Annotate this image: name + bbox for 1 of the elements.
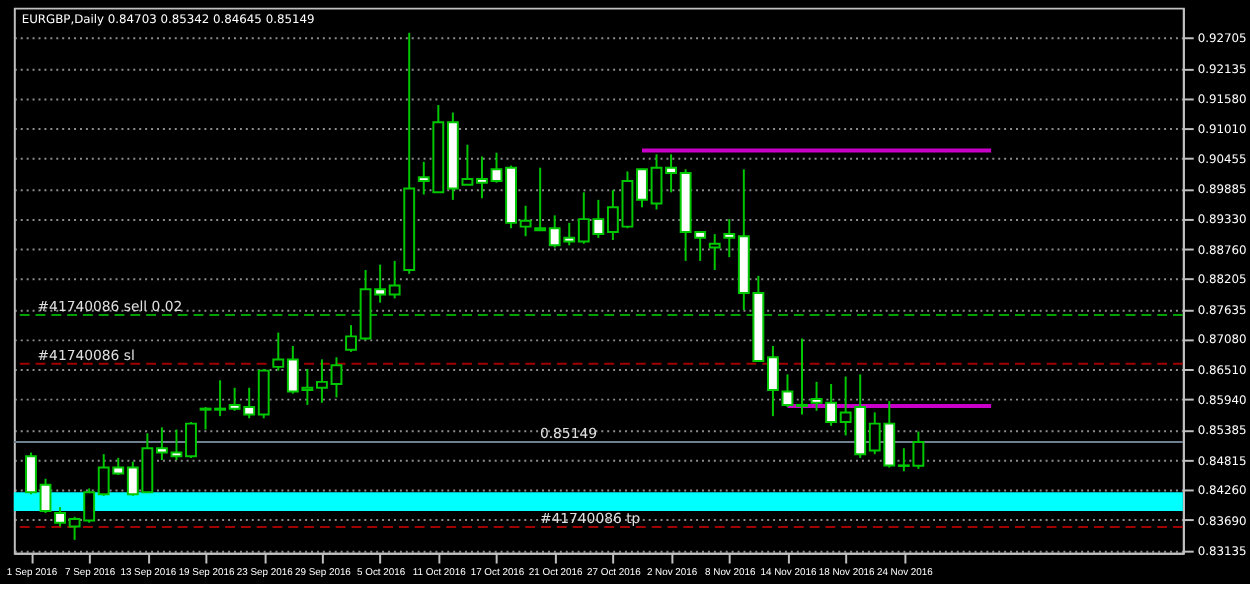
candlestick: [708, 233, 721, 271]
